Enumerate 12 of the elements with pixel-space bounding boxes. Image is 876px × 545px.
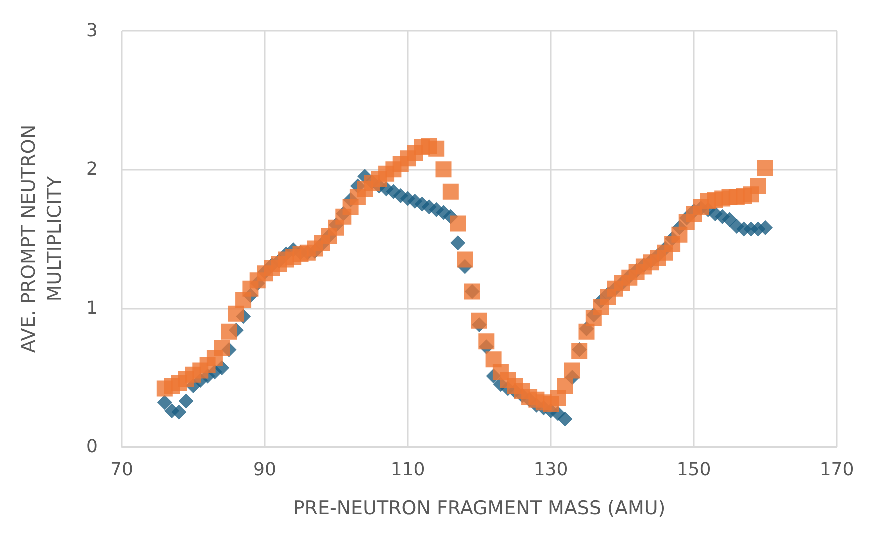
x-axis-title: PRE-NEUTRON FRAGMENT MASS (AMU) [293,498,666,520]
x-tick-label: 130 [534,460,568,480]
x-tick-label: 170 [820,460,854,480]
y-tick-label: 0 [86,436,98,458]
y-axis-title: AVE. PROMPT NEUTRON MULTIPLICITY [18,124,66,354]
x-tick-label: 70 [110,460,134,480]
y-tick-label: 3 [86,20,98,42]
x-tick-label: 90 [254,460,276,480]
x-tick-label: 150 [676,460,712,480]
x-tick-label: 110 [390,460,426,480]
y-tick-label: 2 [86,159,98,180]
y-tick-label: 1 [86,298,98,319]
